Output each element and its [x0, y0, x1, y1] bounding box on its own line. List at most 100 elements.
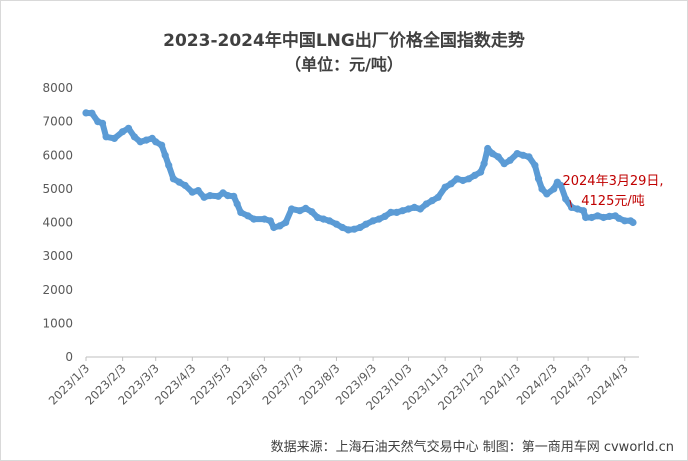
data-point: [582, 213, 590, 222]
data-point: [543, 190, 551, 198]
data-point: [465, 175, 473, 183]
data-point: [477, 168, 485, 176]
data-point: [332, 220, 341, 228]
data-point: [550, 185, 558, 193]
annotation-line-1: 2024年3月29日,: [562, 174, 664, 189]
data-point: [181, 181, 189, 190]
data-point: [282, 218, 290, 227]
data-point: [494, 153, 502, 161]
data-point: [350, 225, 358, 233]
data-point: [136, 138, 144, 146]
y-tick-label: 6000: [42, 148, 73, 162]
data-point: [500, 160, 508, 168]
data-point: [338, 223, 346, 232]
data-point: [142, 136, 150, 144]
data-point: [200, 193, 208, 201]
data-point: [237, 208, 245, 216]
series-path: [83, 109, 636, 233]
data-point: [175, 178, 183, 186]
data-point: [375, 215, 383, 223]
data-point: [152, 138, 160, 146]
data-point: [230, 192, 238, 200]
data-point: [480, 160, 488, 168]
data-point: [88, 109, 96, 117]
data-point: [399, 207, 407, 215]
data-point: [188, 188, 196, 196]
data-point: [579, 207, 588, 215]
y-tick-label: 1000: [42, 316, 73, 330]
data-point: [534, 175, 543, 183]
data-point: [562, 195, 570, 203]
data-point: [124, 124, 133, 132]
data-point: [369, 217, 377, 225]
data-point: [308, 208, 316, 216]
y-tick-label: 2000: [42, 283, 73, 297]
data-point: [594, 212, 602, 220]
data-point: [605, 212, 614, 220]
data-point: [525, 153, 533, 161]
data-point: [459, 176, 467, 185]
data-point: [356, 223, 364, 232]
data-point: [250, 215, 258, 223]
data-point: [82, 109, 90, 117]
data-point: [102, 133, 110, 141]
data-point: [422, 200, 430, 208]
y-tick-label: 7000: [42, 115, 73, 129]
y-tick-label: 4000: [42, 216, 73, 230]
annotation-label: 2024年3月29日, 4125元/吨: [558, 172, 668, 212]
data-point: [629, 218, 637, 227]
data-point: [194, 187, 202, 195]
data-point: [224, 192, 232, 200]
data-point: [270, 223, 278, 232]
data-point: [244, 212, 252, 220]
data-point: [588, 213, 596, 222]
data-point: [573, 205, 582, 213]
data-point: [387, 208, 395, 216]
data-point: [568, 203, 576, 211]
data-point: [416, 205, 424, 213]
data-point: [621, 217, 629, 225]
series-line: [82, 109, 637, 234]
data-point: [513, 150, 521, 158]
data-point: [404, 205, 413, 213]
data-point: [266, 217, 274, 225]
data-point: [393, 208, 401, 216]
data-point: [506, 156, 514, 164]
y-tick-label: 0: [65, 350, 73, 364]
data-point: [410, 203, 418, 211]
data-point: [557, 181, 565, 190]
y-tick-label: 8000: [42, 81, 73, 95]
data-point: [381, 212, 389, 220]
data-point: [161, 151, 169, 159]
data-point: [434, 193, 442, 201]
chart-subtitle: （单位：元/吨）: [285, 55, 403, 74]
data-point: [441, 183, 449, 191]
annotation-leader-line: [569, 199, 573, 208]
data-point: [362, 220, 370, 228]
y-tick-label: 3000: [42, 249, 73, 263]
source-note: 数据来源：上海石油天然气交易中心 制图：第一商用车网 cvworld.cn: [270, 440, 674, 455]
data-point: [119, 128, 127, 136]
data-point: [484, 144, 492, 153]
data-point: [325, 217, 333, 225]
annotation-line-2: 4125元/吨: [581, 194, 645, 209]
data-point: [519, 151, 527, 159]
data-point: [471, 171, 479, 179]
data-point: [314, 213, 322, 222]
data-point: [302, 204, 310, 212]
annotation-leader: [569, 199, 573, 208]
data-point: [319, 215, 328, 223]
data-point: [288, 205, 296, 213]
data-point: [453, 175, 461, 183]
data-point: [296, 207, 304, 215]
data-point: [169, 175, 177, 183]
data-point: [615, 214, 623, 222]
data-point: [110, 134, 118, 142]
data-point: [158, 141, 166, 149]
data-point: [98, 119, 107, 127]
data-point: [344, 226, 352, 234]
data-point: [538, 185, 546, 193]
data-point: [233, 200, 241, 208]
data-point: [130, 133, 138, 141]
